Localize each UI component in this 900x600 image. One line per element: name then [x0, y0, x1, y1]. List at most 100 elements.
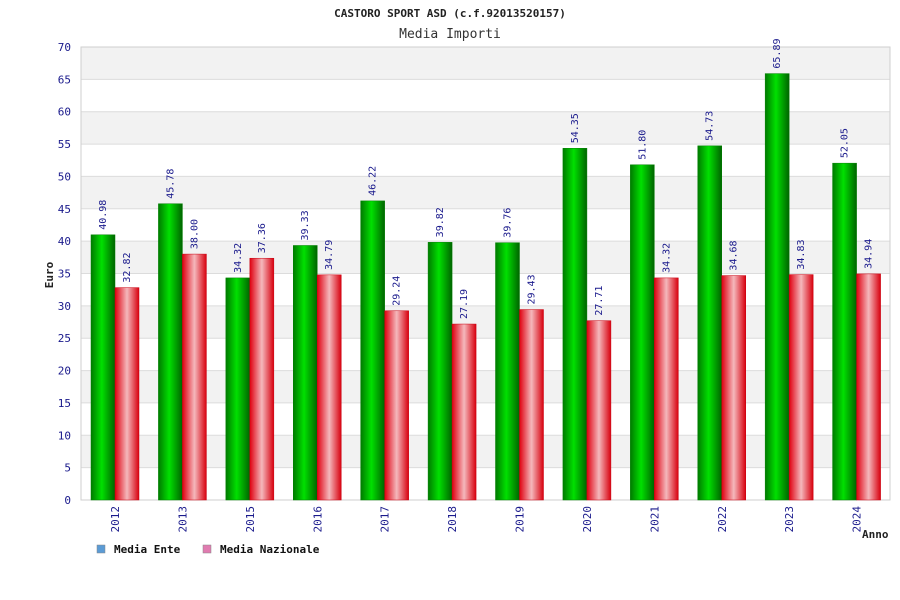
x-tick-label: 2013 [176, 506, 189, 533]
bar-media-nazionale-2022 [721, 275, 746, 501]
bar-media-nazionale-2020 [586, 320, 612, 501]
bar-media-ente-2019 [495, 242, 520, 501]
y-tick-label: 35 [58, 268, 71, 281]
data-label: 34.83 [796, 239, 807, 269]
y-tick-label: 40 [58, 235, 71, 248]
y-tick-label: 20 [58, 365, 71, 378]
bar-media-nazionale-2023 [788, 274, 814, 501]
grid-band [81, 435, 890, 468]
x-tick-label: 2022 [716, 506, 729, 533]
grid-band [81, 79, 890, 112]
data-label: 34.32 [661, 243, 672, 273]
data-label: 45.78 [165, 169, 176, 199]
data-label: 37.36 [257, 223, 268, 253]
grid-band [81, 402, 890, 436]
grid-band [81, 338, 890, 371]
chart-title: CASTORO SPORT ASD (c.f.92013520157) [334, 7, 566, 20]
x-axis-ticks: 2012 2013 2015 2016 2017 2018 2019 2020 2021 2022… [109, 506, 864, 533]
x-axis-label: Anno [862, 528, 889, 541]
legend-swatch-media-nazionale [202, 544, 212, 554]
grid-band [81, 241, 890, 274]
y-tick-label: 60 [58, 106, 71, 119]
data-label: 29.43 [527, 274, 538, 304]
x-tick-label: 2019 [514, 506, 527, 533]
x-tick-label: 2023 [783, 506, 796, 533]
data-label: 38.00 [189, 219, 200, 249]
y-tick-label: 10 [58, 429, 71, 442]
x-tick-label: 2012 [109, 506, 122, 533]
data-label: 32.82 [122, 252, 133, 282]
data-label: 39.76 [503, 208, 514, 238]
bar-media-ente-2015 [225, 277, 251, 501]
legend: Media Ente Media Nazionale [96, 543, 320, 556]
grid-band [81, 467, 890, 500]
y-axis-label: Euro [43, 261, 56, 288]
grid-band [81, 176, 890, 209]
bar-media-ente-2021 [630, 164, 655, 501]
data-label: 34.79 [324, 240, 335, 270]
bar-media-nazionale-2016 [317, 274, 342, 501]
bars: 40.98 32.82 45.78 38.00 34.32 37.36 39.33 34.79… [90, 38, 881, 501]
data-label: 27.19 [459, 289, 470, 319]
y-tick-label: 5 [64, 462, 71, 475]
y-tick-label: 70 [58, 41, 71, 54]
data-label: 39.33 [300, 210, 311, 240]
data-label: 39.82 [435, 207, 446, 237]
bar-media-ente-2022 [697, 145, 722, 501]
data-label: 52.05 [840, 128, 851, 158]
legend-label-media-nazionale: Media Nazionale [220, 543, 320, 556]
chart-subtitle: Media Importi [399, 27, 501, 42]
y-tick-label: 45 [58, 203, 71, 216]
x-tick-label: 2024 [851, 506, 864, 533]
data-label: 34.68 [729, 240, 740, 270]
plot-border [80, 46, 891, 501]
bar-media-ente-2023 [764, 73, 790, 501]
bar-media-ente-2020 [562, 148, 588, 501]
y-tick-label: 15 [58, 397, 71, 410]
grid-band [81, 144, 890, 177]
bar-media-nazionale-2015 [249, 257, 275, 501]
y-tick-label: 0 [64, 494, 71, 507]
data-label: 34.94 [864, 239, 875, 269]
bar-media-nazionale-2013 [182, 253, 207, 501]
data-label: 54.35 [570, 113, 581, 143]
y-tick-label: 30 [58, 300, 71, 313]
bar-media-ente-2016 [293, 245, 318, 501]
bar-media-ente-2013 [158, 203, 183, 501]
grid-band [81, 273, 890, 306]
y-tick-label: 65 [58, 73, 71, 86]
x-tick-label: 2021 [648, 506, 661, 533]
bar-media-nazionale-2018 [451, 323, 477, 501]
x-tick-label: 2020 [581, 506, 594, 533]
bar-media-nazionale-2021 [654, 277, 679, 501]
grid-band [81, 47, 890, 80]
grid-band [81, 208, 890, 242]
bar-media-ente-2012 [90, 234, 116, 501]
x-tick-label: 2016 [311, 506, 324, 533]
data-label: 40.98 [98, 200, 109, 230]
legend-swatch-media-ente [96, 544, 106, 554]
grid-band [81, 111, 890, 145]
plot-area [80, 46, 891, 501]
data-label: 54.73 [705, 111, 716, 141]
bar-media-ente-2017 [360, 200, 385, 501]
y-tick-label: 25 [58, 332, 71, 345]
x-tick-label: 2015 [244, 506, 257, 533]
data-label: 34.32 [233, 243, 244, 273]
x-tick-label: 2018 [446, 506, 459, 533]
data-label: 51.80 [637, 130, 648, 160]
bar-media-ente-2024 [832, 162, 857, 501]
bar-media-nazionale-2012 [114, 287, 140, 501]
data-label: 29.24 [392, 276, 403, 306]
y-tick-label: 50 [58, 170, 71, 183]
data-label: 27.71 [594, 286, 605, 316]
bar-media-nazionale-2017 [384, 310, 409, 501]
legend-label-media-ente: Media Ente [114, 543, 181, 556]
grid-band [81, 305, 890, 339]
x-tick-label: 2017 [379, 506, 392, 533]
data-label: 46.22 [368, 166, 379, 196]
y-tick-label: 55 [58, 138, 71, 151]
bar-media-ente-2018 [427, 242, 453, 501]
bar-media-nazionale-2019 [519, 309, 544, 501]
y-axis-ticks: 0 5 10 15 20 25 30 35 40 45 50 55 60 65 70 [58, 41, 71, 507]
